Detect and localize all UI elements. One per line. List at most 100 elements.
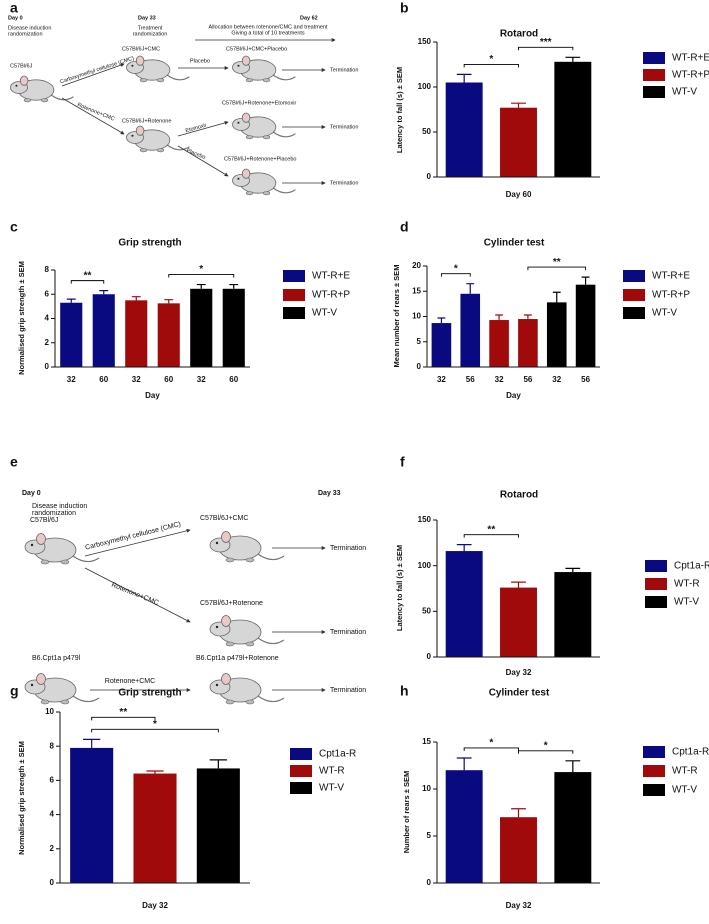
diagram-label: Termination (330, 687, 366, 694)
bar (133, 773, 177, 883)
mouse-eye (30, 683, 34, 687)
x-tick-label: 32 (67, 375, 76, 384)
y-axis-label: Normalised grip strength ± SEM (17, 261, 26, 375)
x-tick-label: 60 (164, 375, 173, 384)
mouse-foot (40, 559, 50, 565)
chart-title: Rotarod (500, 29, 538, 40)
x-axis-label: Day 32 (506, 901, 532, 910)
mouse-ear (36, 533, 46, 545)
significance-bracket (463, 747, 519, 751)
mouse-tail (72, 555, 100, 563)
y-tick-label: 2 (50, 844, 55, 853)
mouse-tail (72, 695, 100, 703)
error-bar (131, 296, 141, 301)
panel-letter: h (400, 683, 409, 699)
y-tick-label: 150 (418, 37, 432, 46)
legend-label: WT-V (674, 597, 699, 608)
mouse-eye (30, 543, 34, 547)
mouse-foot (156, 78, 165, 83)
diagram-label: C57Bl/6J+Rotenone (200, 600, 263, 607)
error-bar (581, 276, 590, 285)
legend-swatch (623, 307, 645, 319)
bar (546, 302, 567, 367)
legend-label: WT-R (674, 579, 700, 590)
mouse-foot (245, 78, 254, 83)
y-axis-label: Latency to fall (s) ± SEM (395, 545, 404, 631)
y-tick-label: 150 (418, 515, 432, 524)
diagram-label: C57Bl/6J+Rotenone+Placebo (224, 156, 296, 162)
legend-label: WT-R+E (652, 271, 690, 282)
legend-label: WT-R+P (652, 290, 690, 301)
chart-title: Grip strength (118, 688, 181, 699)
error-bar (66, 298, 76, 303)
bar (554, 572, 592, 657)
error-bar (565, 567, 581, 573)
legend-label: Cpt1a-R (672, 747, 709, 758)
panel-letter: f (400, 454, 405, 470)
bar (157, 303, 180, 367)
error-bar (229, 283, 239, 289)
diagram-label: C57Bl/6J+CMC (122, 46, 160, 52)
y-tick-label: 0 (50, 878, 55, 887)
y-tick-label: 2 (45, 338, 50, 347)
chart-title: Rotarod (500, 490, 538, 501)
mouse-ear (221, 673, 231, 685)
legend-swatch (623, 270, 645, 282)
diagram-label: Termination (330, 629, 366, 636)
x-tick-label: 56 (581, 375, 590, 384)
error-bar (495, 314, 504, 321)
legend-label: WT-V (672, 87, 697, 98)
legend-label: Cpt1a-R (674, 561, 709, 572)
mouse-tail (272, 187, 296, 194)
bar (554, 61, 592, 177)
error-bar (164, 299, 174, 304)
bar (445, 551, 483, 657)
x-axis-label: Day 32 (506, 668, 532, 677)
x-tick-label: 60 (229, 375, 238, 384)
bar (518, 319, 538, 367)
significance-label: * (544, 740, 548, 751)
mouse-foot (225, 641, 235, 647)
error-bar (456, 73, 472, 83)
mouse-foot (23, 98, 32, 103)
diagram-label: Day 33 (138, 15, 156, 21)
arrow (84, 567, 191, 623)
diagram-label: C57Bl/6J+Rotenone+Etomoxir (222, 100, 296, 106)
y-tick-label: 15 (412, 286, 421, 295)
diagram-label: B6.Cpt1a p479l (32, 655, 81, 662)
y-axis-label: Latency to fall (s) ± SEM (395, 67, 404, 153)
mouse-eye (237, 177, 240, 180)
x-tick-label: 60 (99, 375, 108, 384)
mouse-eye (215, 625, 219, 629)
significance-label: * (153, 719, 157, 730)
panel-letter: a (10, 0, 18, 16)
mouse-foot (245, 699, 255, 705)
panel-letter: e (10, 454, 18, 470)
error-bar (83, 738, 101, 748)
chart-title: Cylinder test (484, 238, 545, 249)
legend-swatch (643, 765, 665, 777)
y-tick-label: 4 (50, 810, 55, 819)
diagram-label: Termination (330, 180, 358, 186)
mouse-tail (257, 695, 285, 703)
legend-swatch (643, 52, 665, 64)
x-tick-label: 56 (523, 375, 532, 384)
mouse-ear (36, 673, 46, 685)
arrow (61, 63, 125, 87)
significance-bracket (91, 716, 156, 721)
mouse-eye (215, 683, 219, 687)
significance-label: ** (487, 524, 495, 535)
significance-label: * (489, 54, 493, 65)
y-axis-label: Normalised grip strength ± SEM (17, 741, 26, 855)
panel-letter: d (400, 219, 409, 235)
legend-swatch (643, 86, 665, 98)
y-axis-label: Mean number of rears ± SEM (392, 265, 401, 368)
y-tick-label: 0 (417, 362, 422, 371)
legend-label: WT-R+P (672, 70, 709, 81)
mouse-tail (272, 131, 296, 138)
y-tick-label: 5 (427, 831, 432, 840)
significance-label: * (454, 263, 458, 274)
legend-swatch (290, 765, 312, 777)
y-tick-label: 8 (50, 741, 55, 750)
